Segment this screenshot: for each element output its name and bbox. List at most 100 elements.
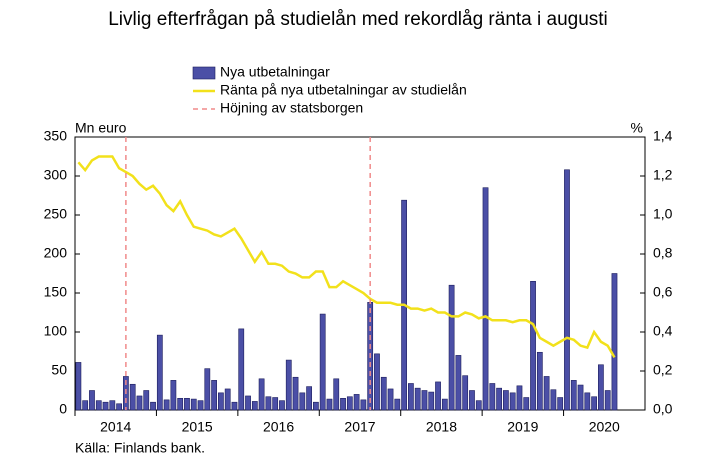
y-tick-label: 250 (44, 206, 68, 222)
bar (387, 388, 394, 411)
bar (109, 400, 116, 411)
bar (496, 387, 502, 411)
bar (143, 390, 150, 411)
bar (272, 397, 279, 411)
bar (591, 396, 597, 411)
bar (333, 378, 340, 411)
bar (95, 400, 102, 411)
source: Källa: Finlands bank. (75, 440, 205, 456)
bar (489, 383, 496, 411)
bar (360, 399, 367, 411)
bar (258, 378, 265, 411)
y2-tick-label: 1,4 (653, 128, 673, 144)
chart-title: Livlig efterfrågan på studielån med reko… (108, 9, 608, 30)
y2-tick-label: 0,4 (653, 323, 673, 339)
x-tick-label: 2017 (344, 419, 375, 435)
bar (374, 353, 380, 411)
bar (197, 400, 204, 411)
bar (218, 392, 224, 411)
bar (116, 403, 122, 411)
bar (455, 355, 462, 411)
bar (170, 380, 177, 411)
bar (299, 392, 306, 411)
x-tick-label: 2019 (507, 419, 538, 435)
bar (414, 387, 421, 411)
plot-frame (74, 136, 646, 411)
legend-label: Nya utbetalningar (220, 64, 330, 80)
bar (129, 383, 136, 411)
bar (224, 388, 231, 411)
bar (577, 384, 584, 411)
bar (163, 399, 170, 411)
bar (550, 389, 557, 411)
bar (204, 368, 211, 411)
x-tick-label: 2015 (182, 419, 213, 435)
rate-line (77, 155, 616, 358)
bar (380, 376, 387, 411)
bar (340, 397, 346, 411)
bar (428, 391, 435, 411)
bar (394, 398, 401, 411)
y-axis-label: Mn euro (75, 120, 127, 136)
y-tick-label: 200 (44, 245, 68, 261)
bar (611, 273, 618, 411)
bar (523, 397, 530, 411)
y-tick-label: 150 (44, 284, 68, 300)
bar (156, 334, 163, 411)
bar (265, 396, 272, 411)
bar (469, 390, 475, 411)
bar (509, 392, 516, 411)
bar (184, 397, 190, 411)
bar (313, 401, 319, 411)
bar (231, 401, 238, 411)
bar (408, 383, 414, 411)
y-tick-label: 100 (44, 323, 68, 339)
bar (584, 392, 591, 411)
bar (150, 401, 156, 411)
bar (306, 386, 312, 411)
bar (421, 390, 428, 411)
x-tick-label: 2016 (263, 419, 294, 435)
bar (536, 351, 543, 411)
legend-label: Ränta på nya utbetalningar av studielån (220, 82, 467, 98)
bar (441, 398, 448, 411)
bar (319, 313, 326, 411)
bar (238, 328, 245, 411)
x-tick-label: 2014 (100, 419, 131, 435)
bar (346, 396, 353, 411)
bar (503, 390, 509, 411)
bar (279, 400, 285, 411)
y2-tick-label: 0,2 (653, 362, 673, 378)
y-tick-label: 300 (44, 167, 68, 183)
bar (89, 390, 95, 411)
bar (543, 376, 550, 411)
bar (245, 395, 251, 411)
bar (516, 385, 523, 411)
bar (570, 380, 577, 411)
legend-label: Höjning av statsborgen (220, 100, 363, 116)
x-tick-label: 2020 (589, 419, 620, 435)
bar (251, 401, 258, 411)
bar (177, 397, 184, 411)
bar (136, 395, 143, 411)
x-tick-label: 2018 (426, 419, 457, 435)
bar (326, 398, 333, 411)
legend-swatch (192, 66, 216, 80)
bar (604, 390, 611, 411)
bar (530, 280, 536, 411)
bar (448, 284, 455, 411)
bar (564, 169, 570, 411)
bar (557, 397, 564, 411)
y2-tick-label: 1,0 (653, 206, 673, 222)
bar (475, 400, 482, 411)
bar (462, 375, 469, 411)
bar (292, 376, 299, 411)
bar (82, 400, 89, 411)
bar (211, 380, 217, 411)
bar (190, 398, 197, 411)
y2-tick-label: 0,6 (653, 284, 673, 300)
y2-tick-label: 0,0 (653, 401, 673, 417)
y-tick-label: 350 (44, 128, 68, 144)
bar (75, 362, 82, 411)
bar (102, 401, 109, 411)
